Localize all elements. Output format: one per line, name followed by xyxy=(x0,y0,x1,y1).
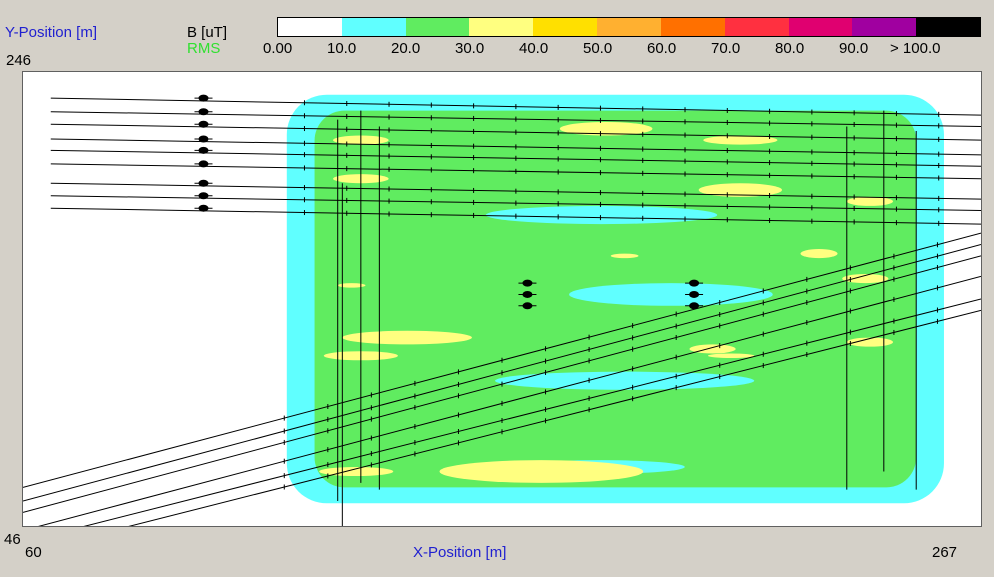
field-hotspot-15 xyxy=(439,460,644,483)
colorbar-tick-label-6: 60.0 xyxy=(647,40,677,57)
colorbar-tick-label-0: 0.00 xyxy=(263,40,293,57)
colorbar-tick-label-2: 20.0 xyxy=(391,40,421,57)
x-axis-max-label: 267 xyxy=(932,544,958,561)
colorbar xyxy=(277,17,981,37)
colorbar-tick-label-9: 90.0 xyxy=(839,40,869,57)
colorbar-swatch-10 xyxy=(916,18,980,36)
colorbar-swatch-0 xyxy=(278,18,342,36)
colorbar-tick-label-10: > 100.0 xyxy=(890,40,941,57)
colorbar-swatch-2 xyxy=(405,18,470,36)
colorbar-ticks: 0.00 10.0 20.0 30.0 40.0 50.0 60.0 70.0 80.0 90.0… xyxy=(0,40,994,58)
colorbar-swatch-7 xyxy=(724,18,789,36)
x-axis-label: X-Position [m] xyxy=(413,544,507,561)
colorbar-statistic-label: RMS xyxy=(187,40,221,57)
field-hotspot-7 xyxy=(800,249,838,259)
colorbar-tick-label-3: 30.0 xyxy=(455,40,485,57)
colorbar-swatch-9 xyxy=(852,18,917,36)
colorbar-swatch-4 xyxy=(533,18,598,36)
field-hotspot-13 xyxy=(707,353,755,359)
colorbar-swatch-1 xyxy=(341,18,406,36)
field-hotspot-4 xyxy=(698,183,782,197)
x-axis-min-label: 60 xyxy=(25,544,42,561)
colorbar-tick-label-5: 50.0 xyxy=(583,40,613,57)
field-hotspot-5 xyxy=(846,196,894,206)
colorbar-swatch-6 xyxy=(660,18,725,36)
field-hotspot-12 xyxy=(689,344,736,354)
field-gap-1 xyxy=(569,283,773,306)
colorbar-tick-label-4: 40.0 xyxy=(519,40,549,57)
field-hotspot-8 xyxy=(337,283,366,288)
field-map xyxy=(23,94,981,526)
conductor-markers xyxy=(194,94,704,310)
y-axis-max-label: 246 xyxy=(6,52,32,69)
colorbar-swatch-8 xyxy=(788,18,853,36)
colorbar-unit-label: B [uT] xyxy=(187,24,228,41)
field-hotspot-9 xyxy=(842,274,889,284)
y-axis-label: Y-Position [m] xyxy=(5,24,97,41)
colorbar-tick-label-8: 80.0 xyxy=(775,40,805,57)
colorbar-swatch-5 xyxy=(597,18,661,36)
field-hotspot-10 xyxy=(342,330,472,345)
field-hotspot-1 xyxy=(559,121,653,136)
field-hotspot-6 xyxy=(610,253,639,259)
field-gap-0 xyxy=(485,205,718,225)
field-hotspot-14 xyxy=(846,337,894,347)
plot-area xyxy=(22,71,982,527)
y-axis-min-label: 46 xyxy=(4,531,21,548)
field-hotspot-2 xyxy=(703,135,778,145)
colorbar-tick-label-1: 10.0 xyxy=(327,40,357,57)
colorbar-tick-label-7: 70.0 xyxy=(711,40,741,57)
colorbar-swatch-3 xyxy=(469,18,534,36)
field-gap-2 xyxy=(495,371,755,390)
